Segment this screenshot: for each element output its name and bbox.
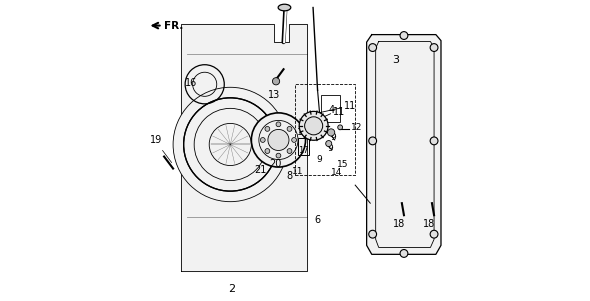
Text: 6: 6: [314, 215, 320, 225]
Circle shape: [260, 138, 265, 142]
Circle shape: [287, 126, 292, 131]
Text: 9: 9: [327, 144, 333, 153]
Text: 11: 11: [292, 167, 304, 176]
Circle shape: [369, 230, 376, 238]
Text: 15: 15: [337, 160, 348, 169]
Circle shape: [299, 111, 328, 140]
Circle shape: [273, 78, 280, 85]
Circle shape: [276, 153, 281, 158]
Text: 21: 21: [254, 165, 267, 175]
Text: FR.: FR.: [164, 21, 183, 32]
Text: 11: 11: [333, 107, 345, 117]
Circle shape: [430, 137, 438, 145]
Text: 13: 13: [268, 90, 280, 100]
Circle shape: [430, 230, 438, 238]
Text: 8: 8: [286, 171, 292, 181]
Text: 18: 18: [423, 219, 435, 229]
Ellipse shape: [278, 4, 291, 11]
Circle shape: [291, 138, 297, 142]
Bar: [298, 138, 309, 155]
Circle shape: [327, 129, 335, 136]
Polygon shape: [366, 35, 441, 254]
Circle shape: [265, 149, 270, 154]
Circle shape: [310, 113, 315, 118]
Text: 4: 4: [329, 105, 335, 115]
Circle shape: [302, 131, 307, 135]
Text: 7: 7: [303, 133, 309, 144]
Circle shape: [173, 87, 287, 202]
Circle shape: [304, 117, 323, 135]
Circle shape: [337, 125, 343, 130]
Circle shape: [276, 122, 281, 127]
Polygon shape: [181, 24, 307, 271]
Circle shape: [430, 44, 438, 51]
Circle shape: [369, 44, 376, 51]
Text: 2: 2: [228, 284, 235, 294]
Circle shape: [287, 149, 292, 154]
Text: 16: 16: [185, 78, 197, 88]
Text: 9: 9: [316, 155, 322, 164]
Circle shape: [369, 137, 376, 145]
Text: 12: 12: [350, 123, 362, 132]
Text: 3: 3: [392, 55, 399, 65]
Circle shape: [400, 250, 408, 257]
Bar: [320, 95, 340, 122]
Text: 20: 20: [269, 159, 281, 169]
Text: 11: 11: [344, 101, 356, 111]
Text: 14: 14: [331, 168, 342, 177]
Text: 9: 9: [330, 133, 336, 142]
Circle shape: [400, 32, 408, 39]
Text: 17: 17: [298, 146, 309, 155]
Text: 5: 5: [306, 117, 313, 127]
Circle shape: [251, 113, 306, 167]
Circle shape: [268, 129, 289, 150]
Text: 10: 10: [297, 128, 309, 137]
Bar: [295, 84, 355, 175]
Circle shape: [265, 126, 270, 131]
Circle shape: [326, 141, 332, 147]
Text: 19: 19: [150, 135, 162, 145]
Text: 18: 18: [393, 219, 405, 229]
